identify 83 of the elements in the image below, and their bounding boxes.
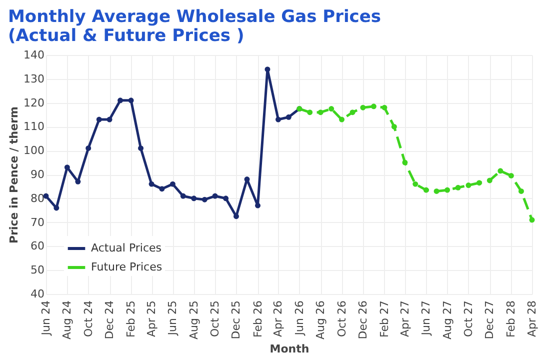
y-tick-label: 120 (24, 96, 44, 110)
point (212, 193, 218, 199)
y-tick-label: 100 (24, 144, 44, 158)
point (233, 214, 239, 220)
point (307, 110, 313, 116)
x-tick-label: Oct 25 (208, 300, 222, 338)
point (498, 168, 504, 174)
point (276, 116, 281, 122)
point (382, 104, 388, 110)
legend-label: Actual Prices (91, 242, 162, 254)
text: Monthly Average Wholesale Gas Prices (8, 7, 382, 27)
point (106, 116, 112, 122)
point (508, 172, 514, 178)
point (159, 186, 165, 192)
legend-label: Future Prices (91, 260, 162, 274)
point (444, 187, 450, 193)
point (391, 124, 397, 130)
point (180, 193, 186, 199)
point (255, 202, 260, 208)
point (339, 116, 345, 122)
y-tick-label: 80 (30, 192, 44, 205)
y-tick-label: 130 (24, 72, 44, 86)
x-tick-label: Apr 26 (272, 300, 285, 338)
point (466, 182, 472, 188)
x-tick-label: Oct 24 (82, 300, 95, 338)
point (96, 116, 102, 122)
point (118, 98, 124, 104)
x-tick-label: Feb 28 (504, 300, 518, 338)
point (202, 196, 208, 202)
x-tick-label: Aug 25 (187, 300, 200, 340)
x-tick-label: Jun 26 (292, 300, 306, 336)
x-tick-label: Oct 26 (335, 300, 348, 338)
x-tick-label: Feb 26 (251, 300, 264, 338)
y-tick-label: 40 (30, 288, 44, 300)
x-tick-label: Jun 24 (40, 300, 52, 336)
x-tick-label: Feb 25 (124, 300, 138, 338)
point (434, 188, 440, 194)
x-tick-label: Feb 27 (378, 300, 391, 338)
point (286, 114, 292, 120)
point (138, 145, 144, 151)
point (148, 181, 154, 187)
point (191, 196, 197, 202)
point (476, 180, 482, 186)
x-tick-label: Aug 26 (314, 300, 328, 340)
point (412, 181, 418, 187)
point (128, 98, 134, 104)
point (350, 110, 356, 116)
point (370, 104, 376, 110)
point (529, 217, 535, 223)
y-tick-label: 140 (24, 48, 44, 62)
x-axis-title: Month (270, 342, 310, 356)
x-tick-label: Dec 27 (483, 300, 496, 340)
x-tick-label: Dec 24 (103, 300, 116, 340)
point (402, 160, 408, 166)
x-tick-label: Aug 24 (60, 300, 74, 340)
x-tick-label: Jun 27 (420, 300, 433, 336)
y-tick-label: 60 (30, 240, 44, 253)
x-tick-label: Dec 26 (356, 300, 370, 340)
x-tick-label: Apr 25 (145, 300, 158, 338)
point (518, 188, 524, 194)
x-tick-label: Apr 28 (526, 300, 538, 338)
point (455, 184, 461, 190)
point (54, 205, 60, 211)
point (86, 145, 92, 151)
y-tick-label: 90 (30, 168, 44, 181)
x-tick-label: Oct 27 (462, 300, 475, 338)
point (170, 181, 176, 187)
point (486, 178, 492, 184)
y-tick-label: 70 (30, 216, 44, 229)
y-tick-label: 50 (30, 264, 44, 277)
x-tick-label: Dec 25 (230, 300, 243, 340)
x-tick-label: Apr 27 (398, 300, 412, 338)
point (360, 104, 366, 110)
point (318, 110, 324, 116)
point (423, 187, 429, 193)
point (328, 106, 334, 112)
point (264, 66, 270, 72)
x-tick-label: Jun 25 (166, 300, 180, 336)
text: (Actual & Future Prices ) (8, 26, 244, 46)
y-axis-title: Price in Pence / therm (8, 106, 21, 244)
point (223, 196, 229, 202)
x-tick-label: Aug 27 (440, 300, 454, 340)
y-tick-label: 110 (24, 120, 44, 134)
